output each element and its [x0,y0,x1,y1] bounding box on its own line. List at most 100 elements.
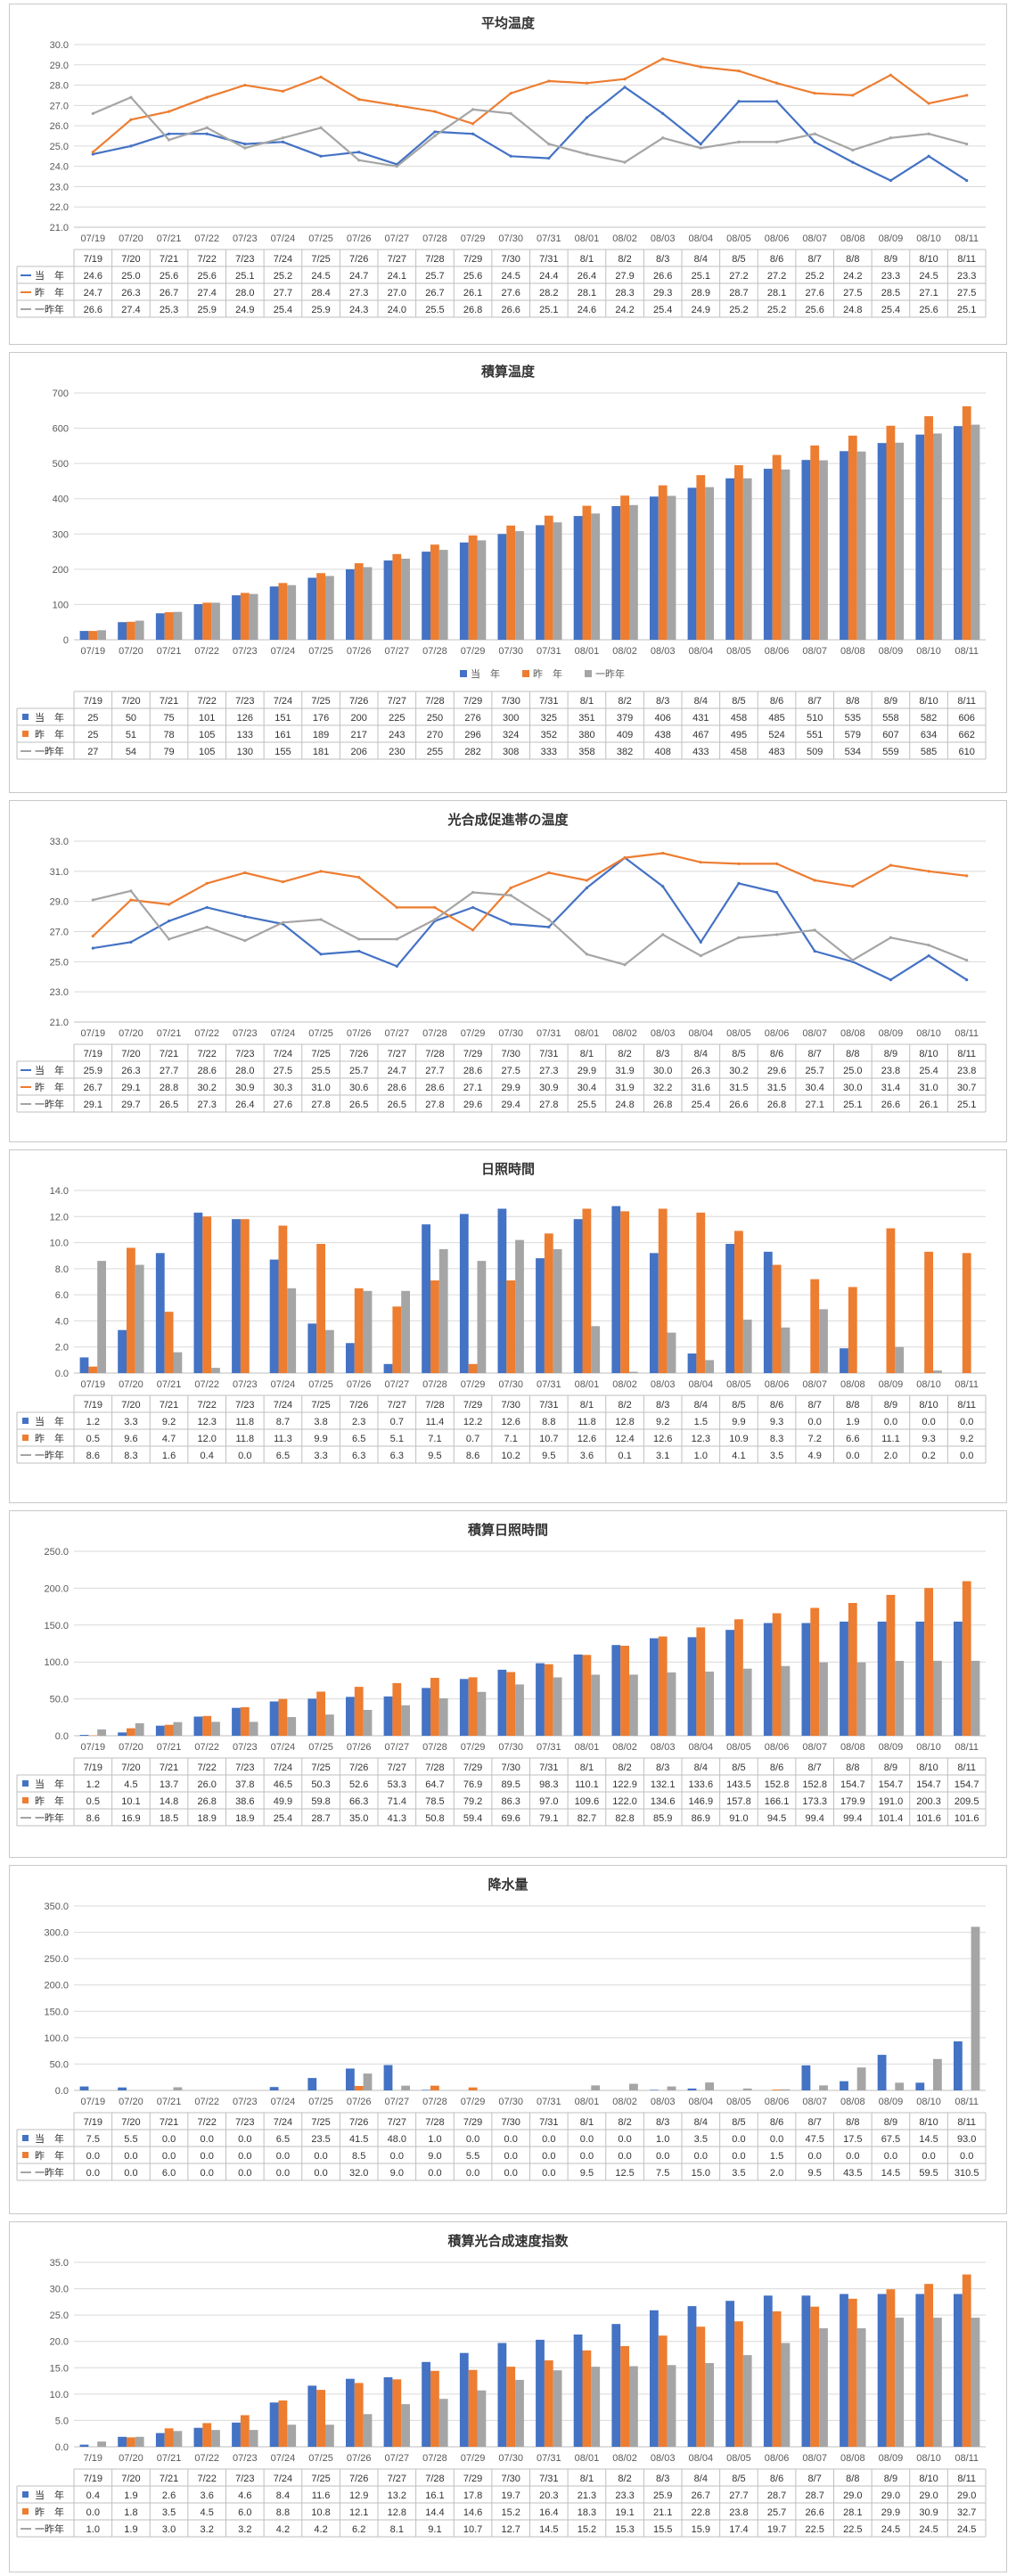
table-header-cell: 8/6 [770,254,783,265]
bar-last-year [658,2335,668,2447]
bar-current [155,2433,165,2447]
data-point-two-years-ago [927,944,930,947]
table-cell: 0.0 [124,2151,137,2162]
bar-two-years-ago [211,602,220,640]
data-point-current [774,890,779,895]
bar-two-years-ago [781,1327,791,1374]
x-tick-label: 08/01 [575,646,600,657]
bar-two-years-ago [363,1290,373,1374]
table-row-label: 昨 年 [35,728,64,740]
x-tick-label: 07/24 [271,2453,296,2464]
table-cell: 154.7 [955,1779,979,1790]
y-tick-label: 30.0 [50,2285,69,2295]
table-cell: 37.8 [235,1779,254,1790]
bar-two-years-ago [438,2399,448,2447]
bar-current [269,2402,279,2447]
table-header-cell: 7/28 [425,2474,444,2484]
table-cell: 0.0 [618,2151,631,2162]
data-point-last-year [167,110,171,113]
x-tick-label: 07/20 [119,1379,143,1390]
table-cell: 14.8 [160,1796,178,1807]
x-tick-label: 08/08 [840,1379,865,1390]
x-tick-label: 07/22 [194,1028,219,1039]
y-tick-label: 0 [63,635,69,646]
table-cell: 99.4 [805,1813,823,1824]
bar-current [536,1663,545,1736]
table-cell: 26.8 [197,1796,216,1807]
table-cell: 25.1 [957,305,976,315]
x-tick-label: 08/11 [955,2097,979,2107]
table-cell: 30.7 [957,1083,976,1093]
table-header-cell: 8/11 [957,2474,976,2484]
bar-current [383,1696,393,1736]
bar-two-years-ago [819,2085,828,2090]
x-tick-label: 07/30 [498,2453,523,2464]
bar-two-years-ago [933,1660,942,1736]
legend-key-current [22,1418,29,1424]
y-tick-label: 35.0 [50,2258,69,2269]
data-point-two-years-ago [357,937,361,941]
x-tick-label: 07/25 [308,2453,333,2464]
y-tick-label: 0.0 [55,1731,69,1742]
x-tick-label: 08/08 [840,1742,865,1753]
table-cell: 12.4 [615,1434,634,1444]
data-point-last-year [813,879,816,882]
bar-two-years-ago [819,460,828,640]
y-tick-label: 10.0 [50,1239,69,1249]
chart-title: 平均温度 [480,16,535,31]
x-tick-label: 07/23 [233,1742,258,1753]
x-tick-label: 08/02 [612,1379,637,1390]
x-tick-label: 08/06 [765,1379,790,1390]
table-cell: 310.5 [955,2168,979,2179]
data-point-current [91,152,94,156]
table-cell: 1.5 [694,1417,708,1427]
table-cell: 379 [617,713,633,724]
bar-two-years-ago [781,2089,791,2090]
bar-last-year [544,515,553,640]
y-tick-label: 600 [53,424,69,435]
table-cell: 101.6 [955,1813,979,1824]
table-cell: 25.4 [653,305,672,315]
bar-two-years-ago [363,567,373,640]
data-point-last-year [281,89,285,93]
table-cell: 11.8 [236,1434,255,1444]
x-tick-label: 07/30 [498,646,523,657]
table-header-cell: 8/5 [732,696,745,707]
bar-last-year [734,2321,743,2447]
bar-current [193,1212,203,1373]
table-cell: 12.8 [388,2507,406,2518]
y-tick-label: 8.0 [55,1264,69,1275]
table-cell: 25 [87,730,98,740]
table-cell: 30.2 [197,1083,216,1093]
table-header-cell: 7/22 [197,1400,216,1411]
data-point-two-years-ago [813,928,816,932]
table-cell: 12.3 [692,1434,710,1444]
table-cell: 0.0 [808,1417,822,1427]
bar-two-years-ago [401,1705,410,1736]
table-header-cell: 8/5 [732,2117,745,2128]
bar-two-years-ago [591,1674,601,1736]
bar-current [840,2081,848,2090]
table-cell: 8.5 [352,2151,365,2162]
legend-label: 一昨年 [595,667,625,680]
bar-current [536,1258,545,1373]
bar-last-year [810,1279,820,1373]
table-cell: 79.1 [539,1813,558,1824]
table-cell: 12.6 [653,1434,672,1444]
bar-two-years-ago [705,487,714,640]
data-point-two-years-ago [319,126,323,129]
table-header-cell: 8/11 [957,254,976,265]
table-header-cell: 7/24 [274,1049,292,1059]
x-tick-label: 07/19 [81,646,106,657]
table-cell: 250 [427,713,443,724]
table-cell: 25.1 [843,1100,862,1110]
x-tick-label: 07/20 [119,233,143,244]
table-cell: 14.5 [919,2134,938,2145]
table-cell: 31.0 [311,1083,330,1093]
table-cell: 25.1 [235,271,254,282]
table-header-cell: 8/11 [957,1400,976,1411]
table-cell: 0.7 [466,1434,479,1444]
x-tick-label: 08/09 [879,233,904,244]
table-header-cell: 8/8 [846,254,859,265]
table-header-cell: 8/2 [618,2117,631,2128]
